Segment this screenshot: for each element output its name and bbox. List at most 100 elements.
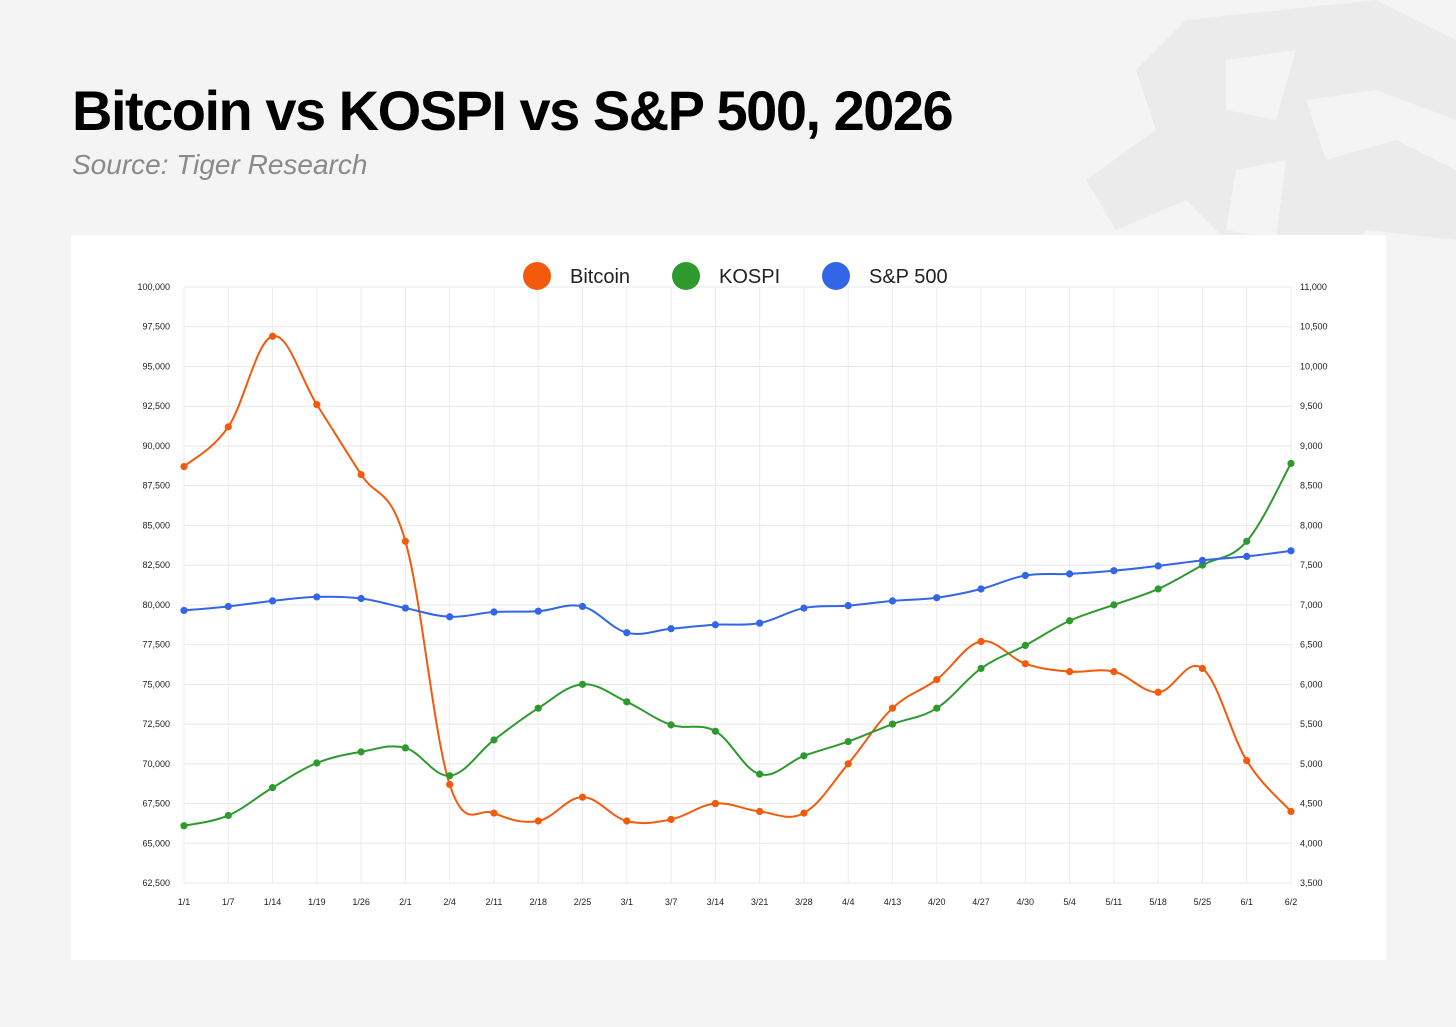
right-tick-label: 9,500	[1300, 401, 1323, 411]
data-point-kospi	[1154, 585, 1162, 593]
data-point-bitcoin	[977, 637, 985, 646]
right-tick-label: 4,500	[1300, 799, 1323, 809]
left-tick-label: 70,000	[142, 759, 170, 769]
x-tick-label: 5/25	[1194, 897, 1212, 907]
x-tick-label: 4/13	[884, 897, 902, 907]
left-tick-label: 100,000	[137, 282, 170, 292]
right-tick-label: 4,000	[1300, 838, 1323, 848]
data-point-s-p-500	[933, 594, 941, 602]
data-point-bitcoin	[1198, 664, 1207, 673]
left-tick-label: 65,000	[142, 838, 170, 848]
data-point-kospi	[313, 759, 321, 767]
legend: Bitcoin KOSPI S&P 500	[523, 262, 948, 290]
data-point-bitcoin	[667, 815, 675, 824]
legend-label-bitcoin: Bitcoin	[570, 266, 630, 288]
data-point-s-p-500	[313, 593, 321, 601]
watermark-logo	[1086, 0, 1456, 330]
data-point-s-p-500	[180, 606, 188, 615]
line-chart: 62,500 65,000 67,500 70,000 72,500 75,000 77,5…	[137, 262, 1328, 907]
data-point-kospi	[1243, 537, 1251, 545]
legend-marker-s-p-500	[822, 262, 850, 290]
right-tick-label: 10,000	[1300, 361, 1328, 371]
data-point-s-p-500	[224, 602, 232, 611]
series-points	[180, 332, 1295, 830]
chart-subtitle: Source: Tiger Research	[72, 149, 368, 180]
data-point-kospi	[578, 680, 587, 688]
legend-marker-bitcoin	[523, 262, 551, 290]
data-point-bitcoin	[1066, 668, 1074, 676]
right-tick-label: 6,000	[1300, 679, 1323, 689]
x-tick-label: 1/1	[178, 897, 191, 907]
data-point-s-p-500	[1066, 570, 1074, 578]
left-tick-label: 82,500	[142, 560, 170, 570]
data-point-s-p-500	[401, 604, 409, 612]
data-point-bitcoin	[268, 332, 277, 340]
data-point-s-p-500	[623, 629, 631, 637]
data-point-bitcoin	[534, 817, 542, 825]
data-point-bitcoin	[180, 462, 188, 471]
data-point-kospi	[534, 704, 542, 712]
right-tick-label: 7,500	[1300, 560, 1323, 570]
data-point-kospi	[667, 721, 675, 729]
data-point-s-p-500	[667, 625, 675, 633]
x-tick-label: 3/1	[621, 897, 634, 907]
data-point-s-p-500	[1198, 556, 1207, 564]
right-tick-label: 3,500	[1300, 878, 1323, 888]
x-tick-label: 6/1	[1240, 897, 1253, 907]
legend-marker-kospi	[672, 262, 700, 290]
data-point-bitcoin	[1287, 807, 1295, 816]
x-tick-label: 2/4	[443, 897, 456, 907]
right-tick-label: 7,000	[1300, 600, 1323, 610]
x-tick-label: 4/4	[842, 897, 855, 907]
data-point-kospi	[268, 784, 277, 792]
x-tick-label: 4/30	[1017, 897, 1035, 907]
right-tick-label: 9,000	[1300, 441, 1323, 451]
data-point-bitcoin	[933, 675, 941, 684]
data-point-bitcoin	[844, 760, 852, 768]
data-point-kospi	[1287, 459, 1295, 468]
data-point-bitcoin	[623, 817, 631, 825]
data-point-s-p-500	[268, 597, 277, 605]
data-point-kospi	[1066, 617, 1074, 625]
series-line-s-p-500	[183, 549, 1292, 635]
data-point-kospi	[401, 744, 409, 752]
x-tick-label: 3/28	[795, 897, 813, 907]
x-tick-label: 5/4	[1063, 897, 1076, 907]
x-tick-label: 3/14	[707, 897, 725, 907]
data-point-bitcoin	[756, 807, 764, 816]
legend-label-s-p-500: S&P 500	[869, 266, 948, 288]
data-point-s-p-500	[357, 594, 365, 603]
right-tick-label: 6,500	[1300, 640, 1323, 650]
data-point-s-p-500	[578, 602, 587, 611]
right-tick-label: 5,500	[1300, 719, 1323, 729]
x-tick-label: 3/7	[665, 897, 678, 907]
data-point-s-p-500	[490, 608, 498, 616]
data-point-bitcoin	[800, 809, 808, 817]
left-tick-label: 87,500	[142, 481, 170, 491]
left-tick-label: 95,000	[142, 361, 170, 371]
data-point-s-p-500	[756, 619, 764, 627]
left-axis-ticks: 62,500 65,000 67,500 70,000 72,500 75,000 77,5…	[137, 282, 170, 888]
x-tick-label: 4/27	[972, 897, 990, 907]
right-axis-ticks: 3,500 4,000 4,500 5,000 5,500 6,000 6,500 7,000…	[1300, 282, 1328, 888]
data-point-bitcoin	[1021, 660, 1029, 668]
data-point-kospi	[800, 752, 808, 760]
data-point-bitcoin	[1154, 688, 1162, 696]
data-point-s-p-500	[844, 602, 852, 610]
data-point-bitcoin	[888, 704, 897, 712]
left-tick-label: 92,500	[142, 401, 170, 411]
legend-label-kospi: KOSPI	[719, 266, 780, 288]
x-tick-label: 2/18	[529, 897, 547, 907]
series-lines	[183, 335, 1292, 827]
data-point-bitcoin	[490, 809, 498, 817]
data-point-kospi	[844, 737, 852, 746]
x-tick-label: 5/18	[1149, 897, 1167, 907]
x-tick-label: 3/21	[751, 897, 769, 907]
data-point-kospi	[1021, 641, 1029, 649]
data-point-kospi	[357, 748, 365, 756]
data-point-bitcoin	[357, 470, 365, 479]
left-tick-label: 90,000	[142, 441, 170, 451]
data-point-s-p-500	[800, 604, 808, 612]
data-point-s-p-500	[888, 597, 897, 605]
